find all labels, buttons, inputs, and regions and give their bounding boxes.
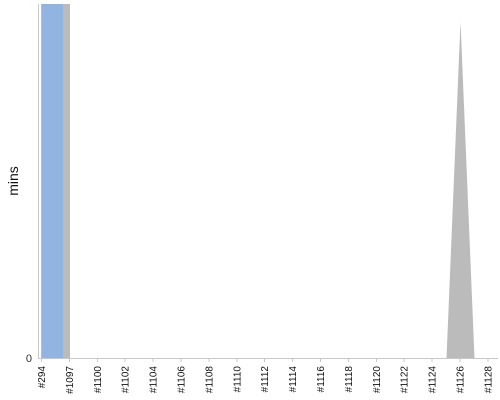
y-ticks: 0 — [26, 353, 32, 365]
x-tick-label: #1122 — [400, 366, 411, 394]
y-axis-title: mins — [5, 166, 21, 196]
x-tick-label: #1102 — [121, 366, 132, 394]
x-tick-label: #1126 — [456, 366, 467, 394]
x-tick-label: #1128 — [483, 366, 494, 394]
x-tick-label: #1116 — [316, 366, 327, 393]
x-tick-label: #1124 — [428, 366, 439, 394]
x-tick-label: #1120 — [372, 366, 383, 394]
x-tick-label: #1110 — [232, 366, 243, 393]
x-tick-label: #1104 — [149, 366, 160, 394]
series-layer — [41, 4, 475, 358]
x-tick-label: #1114 — [288, 366, 299, 393]
gray-series-spike — [446, 21, 475, 358]
blue-series-block — [42, 4, 63, 358]
x-ticks: #294 #1097 #1100 #1102 #1104 #1106 #1108 #1110 #… — [37, 358, 494, 394]
x-tick-label: #1108 — [204, 366, 215, 394]
y-tick-label: 0 — [26, 353, 32, 365]
x-tick-label: #1097 — [65, 366, 76, 394]
axis-layer — [38, 4, 498, 359]
x-tick-label: #1112 — [260, 366, 271, 393]
x-tick-label: #1106 — [177, 366, 188, 394]
x-tick-label: #1100 — [93, 366, 104, 394]
x-tick-label: #1118 — [344, 366, 355, 393]
x-tick-label: #294 — [37, 366, 48, 389]
